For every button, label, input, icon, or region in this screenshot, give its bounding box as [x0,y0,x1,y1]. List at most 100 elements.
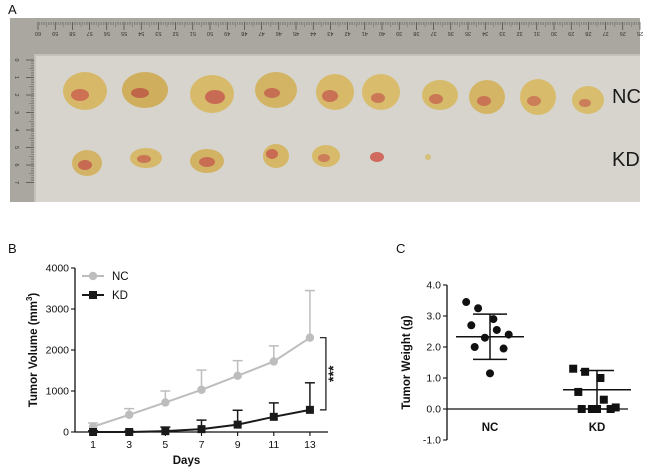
ruler-top-number: 44 [310,30,316,36]
nc-data-point [480,333,489,342]
ruler-top-number: 38 [413,30,419,36]
nc-tumor [362,74,400,110]
ruler-top-number: 42 [345,30,351,36]
y-axis-title: Tumor Volume (mm3) [25,293,40,408]
y-tick-label: 1000 [46,386,70,398]
y-tick-label: 4.0 [426,280,441,292]
ruler-top-ticks: 60 59 58 57 56 55 54 53 52 51 50 49 48 47 46 45 44 43 42 41… [35,22,643,36]
kd-data-point [89,428,98,436]
kd-data-point [305,405,314,414]
y-tick-label: 3.0 [426,311,441,323]
kd-data-point [599,395,608,404]
tumor-red-patch [429,94,443,104]
ruler-top-number: 60 [35,30,41,36]
nc-row-label: NC [612,86,641,108]
ruler-top-number: 29 [568,30,574,36]
x-tick-label: 13 [304,439,316,451]
x-tick-label: 5 [162,439,168,451]
y-tick-label: 0 [63,427,69,439]
ruler-top-number: 26 [620,30,626,36]
tumor-red-patch [137,155,151,163]
tumor-red-patch [318,154,330,162]
ruler-top-number: 32 [517,30,523,36]
ruler-top-number: 27 [603,30,609,36]
ruler-top-number: 51 [190,30,196,36]
tumor-red-patch [131,88,149,98]
kd-data-point [233,420,242,429]
ruler-left-number: 5 [13,146,19,149]
tumor-red-patch [477,96,491,106]
ruler-top-number: 48 [241,30,247,36]
ruler-top-number: 49 [224,30,230,36]
tumor-red-patch [322,90,338,102]
kd-data-point [596,374,605,382]
nc-data-point [462,298,471,307]
y-tick-label: 3000 [46,304,70,316]
ruler-top-number: 39 [396,30,402,36]
significance-bracket [319,337,327,411]
nc-data-point [161,398,170,407]
y-tick-label: -1.0 [423,435,441,447]
ruler-top-number: 34 [482,30,488,36]
nc-data-point [305,333,315,342]
x-axis-title: Days [173,455,201,467]
y-axis-title: Tumor Weight (g) [401,315,413,409]
ruler-left-number: 1 [13,76,19,79]
ruler-top-number: 41 [362,30,368,36]
x-tick-label: 11 [268,439,279,451]
ruler-top-number: 36 [448,30,454,36]
nc-legend-label: NC [112,271,129,283]
ruler-top-number: 50 [207,30,213,36]
ruler-top-number: 56 [104,30,110,36]
ruler-left [10,18,34,202]
tumor-red-patch [579,99,591,107]
ruler-top-number: 57 [87,30,93,36]
panel-b-label: B [8,241,17,256]
ruler-left-ticks: 0 1 2 3 4 5 6 7 [13,58,34,184]
nc-data-point [197,385,206,394]
tumor-red-patch [199,157,215,167]
panel-a-label: A [8,2,17,17]
tumor-photo: 60 59 58 57 56 55 54 53 52 51 50 49 48 47 46 45 44 43 42 41… [10,18,643,202]
nc-data-point [233,371,242,381]
ruler-top-number: 55 [121,30,127,36]
nc-data-point [470,343,479,351]
ruler-left-number: 0 [13,58,19,61]
ruler-left-number: 2 [13,93,19,96]
tumor-weight-chart: -1.0 0.0 1.0 2.0 3.0 4.0 Tumor Weight (g) NC KD [401,280,631,447]
ruler-left-number: 6 [13,163,19,166]
nc-data-point [125,410,134,419]
ruler-top-number: 52 [173,30,179,36]
ruler-top-number: 28 [585,30,591,36]
nc-data-point [467,321,476,330]
nc-data-point [486,369,494,378]
nc-data-point [492,325,501,334]
kd-data-point [161,427,170,436]
ruler-top-number: 54 [138,30,144,36]
tumor-red-patch [527,96,541,106]
ruler-top-number: 46 [276,30,282,36]
nc-data-point [489,315,498,324]
nc-data-point [269,357,278,366]
ruler-top-number: 53 [155,30,161,36]
ruler-top-number: 43 [327,30,333,36]
ruler-top-number: 35 [465,30,471,36]
panel-c-label: C [396,241,405,256]
tumor-red-patch [371,93,385,103]
x-category-label: KD [589,422,606,434]
kd-row-label: KD [612,149,640,171]
kd-tumor [425,154,431,160]
ruler-top-number: 59 [52,30,58,36]
ruler-top-number: 31 [534,30,540,36]
nc-tumor-row [63,72,604,115]
kd-tumor-row [72,144,431,176]
x-tick-label: 1 [90,439,96,451]
kd-tumor [370,152,384,162]
x-tick-label: 9 [235,439,241,451]
tumor-red-patch [205,90,225,104]
kd-data-point [125,428,134,436]
kd-data-point [269,412,278,421]
y-tick-label: 4000 [46,263,70,275]
nc-legend-marker [88,271,98,281]
